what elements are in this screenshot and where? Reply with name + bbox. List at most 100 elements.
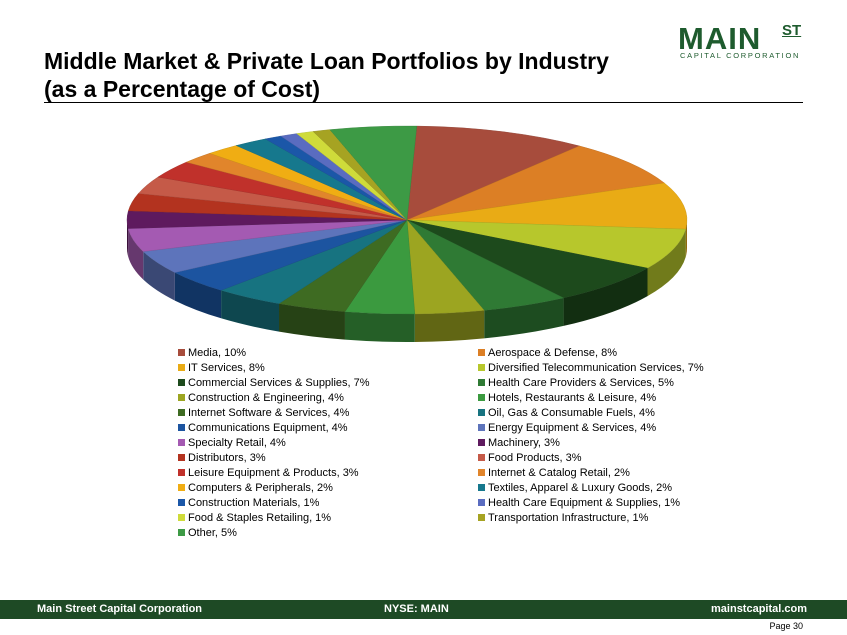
legend-item: Food Products, 3% <box>478 451 582 465</box>
legend-item: Other, 5% <box>178 526 237 540</box>
legend-swatch <box>178 364 185 371</box>
legend-swatch <box>478 484 485 491</box>
legend-item: Textiles, Apparel & Luxury Goods, 2% <box>478 481 672 495</box>
legend-swatch <box>178 439 185 446</box>
legend-item: Specialty Retail, 4% <box>178 436 286 450</box>
pie-slice-side-13 <box>127 220 129 257</box>
pie-slice-side-12 <box>128 228 144 280</box>
legend-swatch <box>478 439 485 446</box>
legend-label: Leisure Equipment & Products, 3% <box>188 467 359 479</box>
legend-item: Commercial Services & Supplies, 7% <box>178 376 370 390</box>
legend-label: Construction Materials, 1% <box>188 497 320 509</box>
footer-bar: Main Street Capital Corporation NYSE: MA… <box>0 600 847 619</box>
legend-item: Aerospace & Defense, 8% <box>478 346 617 360</box>
legend-label: Commercial Services & Supplies, 7% <box>188 377 370 389</box>
legend-label: Internet Software & Services, 4% <box>188 407 350 419</box>
legend-swatch <box>178 394 185 401</box>
legend-swatch <box>178 424 185 431</box>
pie-slice-4 <box>406 219 649 299</box>
legend-label: Health Care Providers & Services, 5% <box>488 377 674 389</box>
logo-main-text: MAIN <box>678 21 762 56</box>
legend-item: IT Services, 8% <box>178 361 265 375</box>
legend-swatch <box>178 409 185 416</box>
legend-label: Health Care Equipment & Supplies, 1% <box>488 497 680 509</box>
legend-swatch <box>178 379 185 386</box>
pie-slice-side-9 <box>221 290 280 332</box>
legend-item: Construction & Engineering, 4% <box>178 391 344 405</box>
pie-slice-0 <box>406 125 580 221</box>
page-title: Middle Market & Private Loan Portfolios … <box>44 47 644 103</box>
legend-swatch <box>178 454 185 461</box>
legend-item: Leisure Equipment & Products, 3% <box>178 466 359 480</box>
pie-slice-side-11 <box>143 251 175 301</box>
pie-slice-side-7 <box>344 311 415 342</box>
legend-swatch <box>478 424 485 431</box>
legend-item: Distributors, 3% <box>178 451 266 465</box>
legend-item: Diversified Telecommunication Services, … <box>478 361 704 375</box>
title-line-2: (as a Percentage of Cost) <box>44 76 321 102</box>
legend-label: Distributors, 3% <box>188 452 266 464</box>
industry-pie-chart <box>126 125 688 342</box>
legend-item: Oil, Gas & Consumable Fuels, 4% <box>478 406 655 420</box>
pie-slice-side-2 <box>685 220 687 258</box>
legend-swatch <box>478 469 485 476</box>
legend-swatch <box>478 364 485 371</box>
footer-company: Main Street Capital Corporation <box>37 603 203 615</box>
legend-item: Transportation Infrastructure, 1% <box>478 511 648 525</box>
pie-slice-side-10 <box>174 272 222 319</box>
title-divider <box>44 102 803 103</box>
legend-label: Media, 10% <box>188 347 247 359</box>
pie-slice-1 <box>406 145 665 221</box>
legend-item: Media, 10% <box>178 346 246 360</box>
legend-label: Energy Equipment & Services, 4% <box>488 422 657 434</box>
legend-item: Computers & Peripherals, 2% <box>178 481 333 495</box>
legend-item: Energy Equipment & Services, 4% <box>478 421 656 435</box>
legend-label: Textiles, Apparel & Luxury Goods, 2% <box>488 482 673 494</box>
logo-subtitle: CAPITAL CORPORATION <box>680 51 801 60</box>
pie-slice-side-6 <box>414 310 485 342</box>
pie-slice-3 <box>406 219 686 269</box>
legend-item: Machinery, 3% <box>478 436 560 450</box>
pie-slice-side-4 <box>563 268 648 326</box>
legend-swatch <box>178 514 185 521</box>
legend-swatch <box>478 499 485 506</box>
legend-label: Specialty Retail, 4% <box>188 437 286 449</box>
legend-item: Health Care Equipment & Supplies, 1% <box>478 496 680 510</box>
legend-label: Hotels, Restaurants & Leisure, 4% <box>488 392 657 404</box>
legend-label: Other, 5% <box>188 527 237 539</box>
legend-label: Transportation Infrastructure, 1% <box>488 512 649 524</box>
pie-slice-side-8 <box>279 303 345 340</box>
legend-item: Hotels, Restaurants & Leisure, 4% <box>478 391 656 405</box>
legend-swatch <box>478 409 485 416</box>
footer-ticker: NYSE: MAIN <box>384 603 449 615</box>
legend-item: Health Care Providers & Services, 5% <box>478 376 674 390</box>
legend-item: Internet Software & Services, 4% <box>178 406 349 420</box>
legend-label: IT Services, 8% <box>188 362 265 374</box>
legend-swatch <box>478 394 485 401</box>
legend-swatch <box>178 349 185 356</box>
pie-slice-2 <box>406 182 688 230</box>
legend-label: Diversified Telecommunication Services, … <box>488 362 704 374</box>
title-line-1: Middle Market & Private Loan Portfolios … <box>44 48 609 74</box>
legend-label: Food & Staples Retailing, 1% <box>188 512 332 524</box>
legend-swatch <box>478 379 485 386</box>
pie-slice-24 <box>329 125 417 221</box>
logo-st-text: ST <box>782 22 802 39</box>
legend-item: Internet & Catalog Retail, 2% <box>478 466 630 480</box>
footer-website: mainstcapital.com <box>711 603 807 615</box>
company-logo: MAIN ST CAPITAL CORPORATION <box>678 22 808 62</box>
legend-label: Communications Equipment, 4% <box>188 422 348 434</box>
legend-swatch <box>478 349 485 356</box>
legend-swatch <box>178 484 185 491</box>
legend-swatch <box>178 529 185 536</box>
pie-sides <box>127 220 687 342</box>
legend-item: Construction Materials, 1% <box>178 496 319 510</box>
legend-item: Communications Equipment, 4% <box>178 421 348 435</box>
pie-tops <box>126 125 688 315</box>
legend-label: Aerospace & Defense, 8% <box>488 347 618 359</box>
legend-label: Oil, Gas & Consumable Fuels, 4% <box>488 407 655 419</box>
legend-label: Machinery, 3% <box>488 437 560 449</box>
legend-label: Construction & Engineering, 4% <box>188 392 344 404</box>
legend-label: Internet & Catalog Retail, 2% <box>488 467 630 479</box>
pie-slice-side-3 <box>647 229 686 297</box>
